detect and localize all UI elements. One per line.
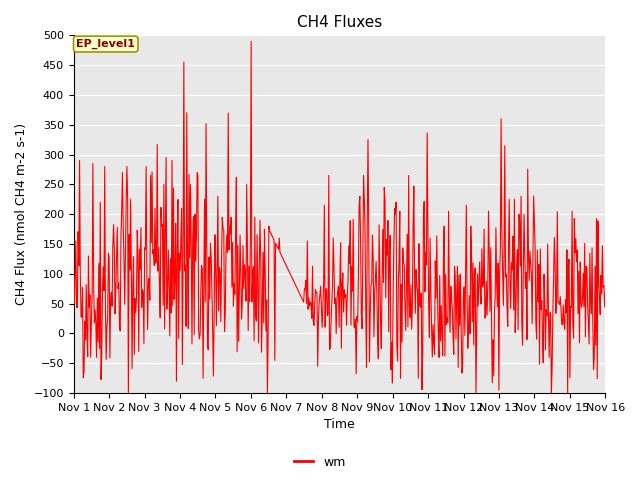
X-axis label: Time: Time — [324, 419, 355, 432]
Title: CH4 Fluxes: CH4 Fluxes — [297, 15, 382, 30]
Y-axis label: CH4 Flux (nmol CH4 m-2 s-1): CH4 Flux (nmol CH4 m-2 s-1) — [15, 123, 28, 305]
Legend: wm: wm — [289, 451, 351, 474]
Text: EP_level1: EP_level1 — [76, 39, 135, 49]
